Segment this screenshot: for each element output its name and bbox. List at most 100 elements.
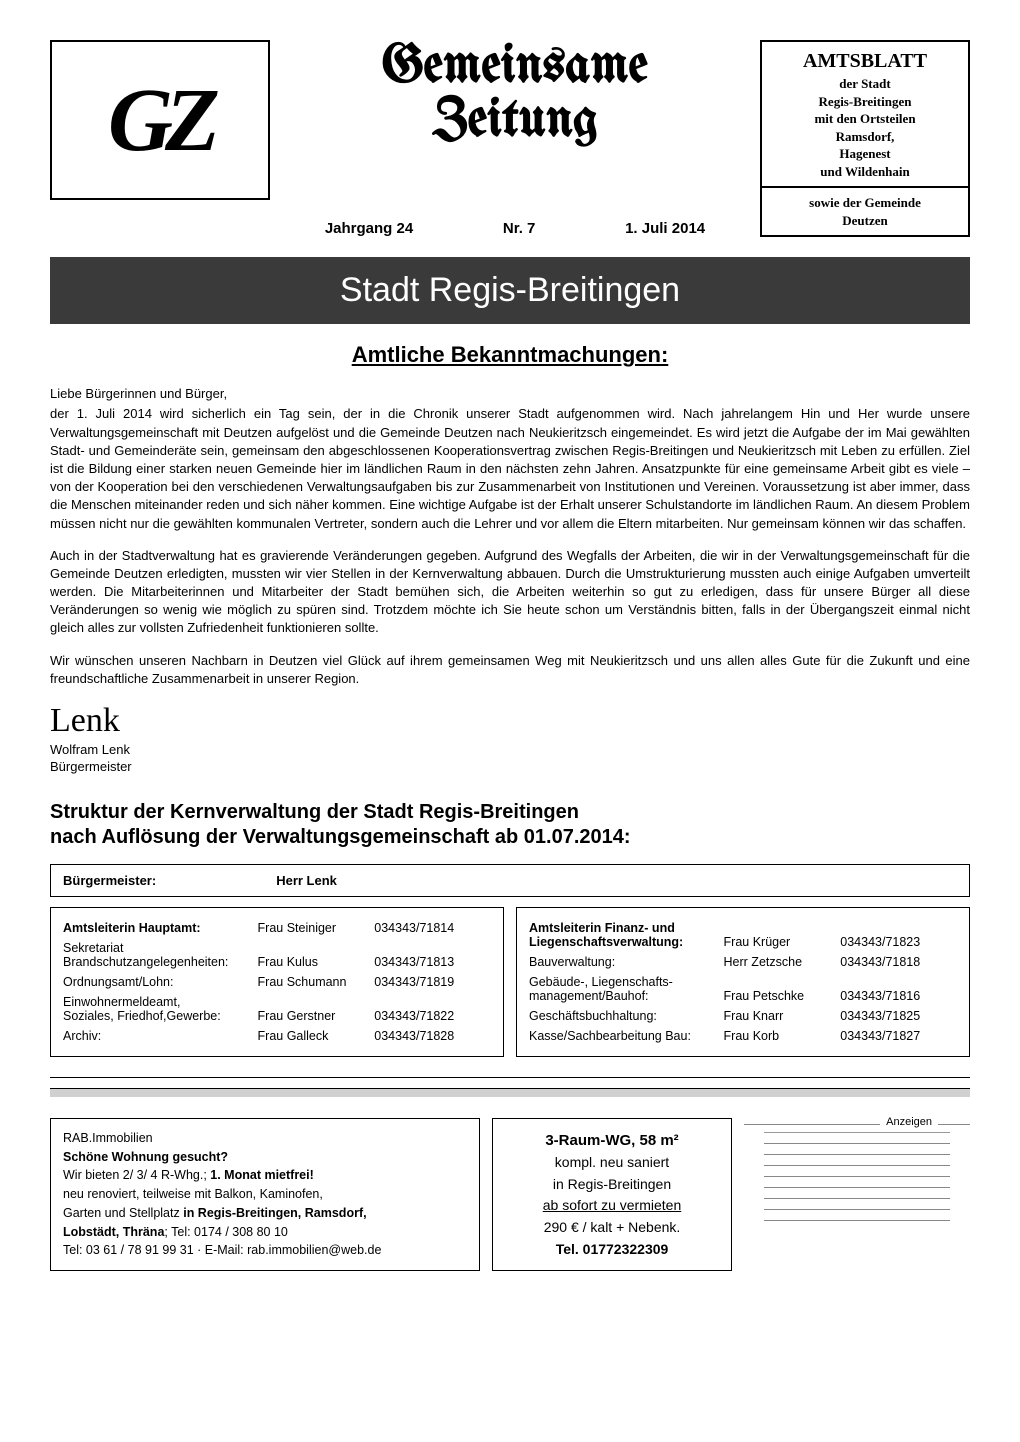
structure-heading-l1: Struktur der Kernverwaltung der Stadt Re… xyxy=(50,801,579,823)
department-person: Frau Kulus xyxy=(258,955,375,969)
department-row: Geschäftsbuchhaltung:Frau Knarr034343/71… xyxy=(529,1006,957,1026)
department-phone: 034343/71819 xyxy=(374,975,491,989)
department-label: Bauverwaltung: xyxy=(529,955,724,969)
department-phone: 034343/71828 xyxy=(374,1029,491,1043)
anzeigen-line xyxy=(764,1166,950,1177)
section-title: Amtliche Bekanntmachungen: xyxy=(50,342,970,368)
department-phone: 034343/71816 xyxy=(840,989,957,1003)
issue-line: Jahrgang 24 Nr. 7 1. Juli 2014 xyxy=(280,212,750,237)
signatory-name: Wolfram Lenk xyxy=(50,742,130,757)
buergermeister-label: Bürgermeister: xyxy=(63,873,156,888)
department-person: Frau Korb xyxy=(724,1029,841,1043)
ad1-l4: neu renoviert, teilweise mit Balkon, Kam… xyxy=(63,1185,467,1204)
amtsblatt-title: AMTSBLATT xyxy=(768,48,962,75)
city-banner: Stadt Regis-Breitingen xyxy=(50,257,970,324)
department-person: Frau Gerstner xyxy=(258,1009,375,1023)
department-phone: 034343/71813 xyxy=(374,955,491,969)
department-person: Frau Schumann xyxy=(258,975,375,989)
structure-heading-l2: nach Auflösung der Verwaltungsgemeinscha… xyxy=(50,826,631,848)
department-row: Archiv:Frau Galleck034343/71828 xyxy=(63,1026,491,1046)
department-phone: 034343/71823 xyxy=(840,935,957,949)
department-row: Bauverwaltung:Herr Zetzsche034343/71818 xyxy=(529,952,957,972)
amtsblatt-lower: sowie der Gemeinde Deutzen xyxy=(762,188,968,235)
salutation: Liebe Bürgerinnen und Bürger, xyxy=(50,386,970,401)
department-person: Herr Zetzsche xyxy=(724,955,841,969)
anzeigen-line xyxy=(764,1210,950,1221)
ad2-l3: in Regis-Breitingen xyxy=(511,1174,713,1196)
department-row: Amtsleiterin Hauptamt:Frau Steiniger0343… xyxy=(63,918,491,938)
department-row: Einwohnermeldeamt, Soziales, Friedhof,Ge… xyxy=(63,992,491,1026)
title-line-1: Gemeinsame xyxy=(382,39,648,95)
department-box-right: Amtsleiterin Finanz- und Liegenschaftsve… xyxy=(516,907,970,1057)
ad1-headline: Schöne Wohnung gesucht? xyxy=(63,1150,228,1164)
department-row: Sekretariat Brandschutzangelegenheiten:F… xyxy=(63,938,491,972)
anzeigen-label: Anzeigen xyxy=(880,1116,938,1128)
ad1-l3b: 1. Monat mietfrei! xyxy=(210,1168,314,1182)
department-phone: 034343/71814 xyxy=(374,921,491,935)
department-label: Einwohnermeldeamt, Soziales, Friedhof,Ge… xyxy=(63,995,258,1023)
ad2-l2: kompl. neu saniert xyxy=(511,1152,713,1174)
ad2-l1: 3-Raum-WG, 58 m² xyxy=(511,1129,713,1152)
amtsblatt-box: AMTSBLATT der Stadt Regis-Breitingen mit… xyxy=(760,40,970,237)
anzeigen-line xyxy=(764,1188,950,1199)
issue-date: 1. Juli 2014 xyxy=(625,220,705,237)
bottom-rule xyxy=(50,1077,970,1078)
department-phone: 034343/71822 xyxy=(374,1009,491,1023)
ad-3-raum-wg: 3-Raum-WG, 58 m² kompl. neu saniert in R… xyxy=(492,1118,732,1272)
anzeigen-line xyxy=(764,1144,950,1155)
ad1-l5b: in Regis-Breitingen, Ramsdorf, xyxy=(183,1206,366,1220)
department-person: Frau Galleck xyxy=(258,1029,375,1043)
ad1-l6a: Lobstädt, Thräna xyxy=(63,1225,164,1239)
signatory-role: Bürgermeister xyxy=(50,759,132,774)
buergermeister-name: Herr Lenk xyxy=(276,873,337,888)
newspaper-title: Gemeinsame Zeitung xyxy=(280,40,750,148)
department-row: Amtsleiterin Finanz- und Liegenschaftsve… xyxy=(529,918,957,952)
department-person: Frau Knarr xyxy=(724,1009,841,1023)
grey-divider xyxy=(50,1088,970,1098)
buergermeister-row: Bürgermeister: Herr Lenk xyxy=(50,864,970,897)
department-label: Gebäude-, Liegenschafts- management/Bauh… xyxy=(529,975,724,1003)
department-phone: 034343/71827 xyxy=(840,1029,957,1043)
department-person: Frau Petschke xyxy=(724,989,841,1003)
ad2-l6: Tel. 01772322309 xyxy=(511,1239,713,1261)
department-person: Frau Steiniger xyxy=(258,921,375,935)
ad1-l5a: Garten und Stellplatz xyxy=(63,1206,183,1220)
signature-script: Lenk xyxy=(50,702,970,740)
department-columns: Amtsleiterin Hauptamt:Frau Steiniger0343… xyxy=(50,907,970,1057)
paragraph-3: Wir wünschen unseren Nachbarn in Deutzen… xyxy=(50,652,970,688)
title-line-2: Zeitung xyxy=(432,93,598,149)
ad1-l6b: ; Tel: 0174 / 308 80 10 xyxy=(164,1225,287,1239)
department-label: Amtsleiterin Hauptamt: xyxy=(63,921,258,935)
masthead: GZ Gemeinsame Zeitung Jahrgang 24 Nr. 7 … xyxy=(50,40,970,237)
department-row: Kasse/Sachbearbeitung Bau:Frau Korb03434… xyxy=(529,1026,957,1046)
ad-rab-immobilien: RAB.Immobilien Schöne Wohnung gesucht? W… xyxy=(50,1118,480,1272)
department-label: Ordnungsamt/Lohn: xyxy=(63,975,258,989)
issue-number: Nr. 7 xyxy=(503,220,536,237)
department-label: Sekretariat Brandschutzangelegenheiten: xyxy=(63,941,258,969)
ad2-l4: ab sofort zu vermieten xyxy=(511,1195,713,1217)
department-row: Gebäude-, Liegenschafts- management/Bauh… xyxy=(529,972,957,1006)
ads-row: RAB.Immobilien Schöne Wohnung gesucht? W… xyxy=(50,1118,970,1272)
paragraph-2: Auch in der Stadtverwaltung hat es gravi… xyxy=(50,547,970,638)
department-label: Archiv: xyxy=(63,1029,258,1043)
amtsblatt-top: AMTSBLATT der Stadt Regis-Breitingen mit… xyxy=(762,42,968,188)
structure-heading: Struktur der Kernverwaltung der Stadt Re… xyxy=(50,800,970,850)
department-box-left: Amtsleiterin Hauptamt:Frau Steiniger0343… xyxy=(50,907,504,1057)
anzeigen-line xyxy=(764,1133,950,1144)
anzeigen-lines xyxy=(764,1132,950,1221)
department-person: Frau Krüger xyxy=(724,935,841,949)
department-phone: 034343/71825 xyxy=(840,1009,957,1023)
jahrgang: Jahrgang 24 xyxy=(325,220,413,237)
logo: GZ xyxy=(50,40,270,200)
ad2-l5: 290 € / kalt + Nebenk. xyxy=(511,1217,713,1239)
department-label: Amtsleiterin Finanz- und Liegenschaftsve… xyxy=(529,921,724,949)
anzeigen-line xyxy=(764,1199,950,1210)
department-label: Kasse/Sachbearbeitung Bau: xyxy=(529,1029,724,1043)
department-label: Geschäftsbuchhaltung: xyxy=(529,1009,724,1023)
amtsblatt-body: der Stadt Regis-Breitingen mit den Ortst… xyxy=(768,75,962,180)
anzeigen-line xyxy=(764,1155,950,1166)
anzeigen-placeholder: Anzeigen xyxy=(744,1118,970,1272)
department-phone: 034343/71818 xyxy=(840,955,957,969)
signature-block: Wolfram Lenk Bürgermeister xyxy=(50,742,970,776)
ad1-l7: Tel: 03 61 / 78 91 99 31 · E-Mail: rab.i… xyxy=(63,1241,467,1260)
